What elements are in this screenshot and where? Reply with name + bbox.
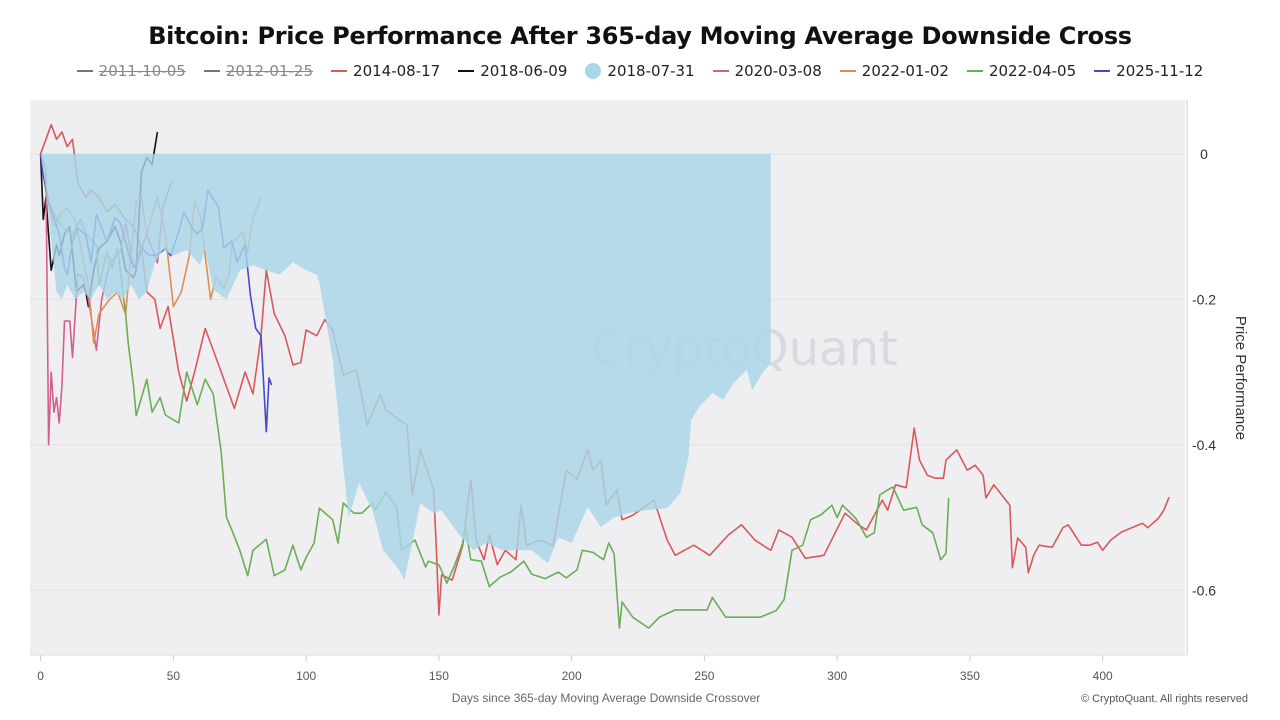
series-area: [40, 153, 771, 581]
legend-line-icon: [458, 70, 475, 72]
legend-item-2018-07-31[interactable]: 2018-07-31: [585, 62, 695, 80]
chart-title: Bitcoin: Price Performance After 365-day…: [148, 22, 1132, 50]
axes: 0 -0.2 -0.4 -0.6 0 50 100 150 200 250 300 350 400: [30, 100, 1216, 683]
x-tick-label: 300: [827, 669, 847, 683]
x-tick-label: 250: [694, 669, 714, 683]
legend-label: 2025-11-12: [1116, 62, 1204, 80]
legend-label: 2011-10-05: [98, 62, 186, 80]
legend-item-2022-01-02[interactable]: 2022-01-02: [839, 62, 949, 80]
legend-dot-icon: [585, 63, 602, 79]
legend-item-2011-10-05[interactable]: 2011-10-05: [76, 62, 186, 80]
y-tick-label: -0.6: [1192, 582, 1216, 598]
legend: 2011-10-05 2012-01-25 2014-08-17 2018-06-09…: [0, 62, 1280, 80]
legend-label: 2018-07-31: [607, 62, 695, 80]
legend-item-2012-01-25[interactable]: 2012-01-25: [203, 62, 314, 80]
legend-label: 2018-06-09: [480, 62, 568, 80]
legend-item-2020-03-08[interactable]: 2020-03-08: [712, 62, 822, 80]
x-tick-label: 0: [37, 669, 44, 683]
legend-line-icon: [76, 70, 93, 72]
legend-line-icon: [712, 70, 729, 72]
x-tick-label: 200: [562, 669, 582, 683]
y-axis-label: Price Performance: [1232, 316, 1249, 440]
series-area-2018-07-31: [40, 153, 771, 581]
legend-line-icon: [839, 70, 856, 72]
x-tick-label: 150: [429, 669, 449, 683]
legend-line-icon: [203, 70, 220, 72]
copyright: © CryptoQuant. All rights reserved: [1081, 693, 1248, 705]
legend-line-icon: [1094, 70, 1111, 72]
legend-item-2022-04-05[interactable]: 2022-04-05: [966, 62, 1077, 80]
legend-item-2014-08-17[interactable]: 2014-08-17: [331, 62, 440, 80]
legend-label: 2022-01-02: [861, 62, 949, 80]
y-tick-label: 0: [1200, 146, 1208, 162]
legend-label: 2022-04-05: [988, 62, 1077, 80]
x-tick-label: 350: [960, 669, 980, 683]
legend-label: 2020-03-08: [734, 62, 822, 80]
legend-item-2018-06-09[interactable]: 2018-06-09: [458, 62, 567, 80]
x-tick-label: 100: [296, 669, 316, 683]
legend-item-2025-11-12[interactable]: 2025-11-12: [1094, 62, 1203, 80]
legend-line-icon: [331, 70, 348, 72]
x-tick-label: 400: [1093, 669, 1113, 683]
legend-label: 2014-08-17: [353, 62, 441, 80]
legend-label: 2012-01-25: [225, 62, 314, 80]
series-line-2022-04-05: [39, 153, 950, 629]
x-axis-label: Days since 365-day Moving Average Downsi…: [452, 691, 761, 705]
x-tick-label: 50: [167, 669, 181, 683]
y-tick-label: -0.4: [1192, 437, 1216, 453]
y-tick-label: -0.2: [1192, 291, 1216, 307]
legend-line-icon: [966, 70, 983, 72]
